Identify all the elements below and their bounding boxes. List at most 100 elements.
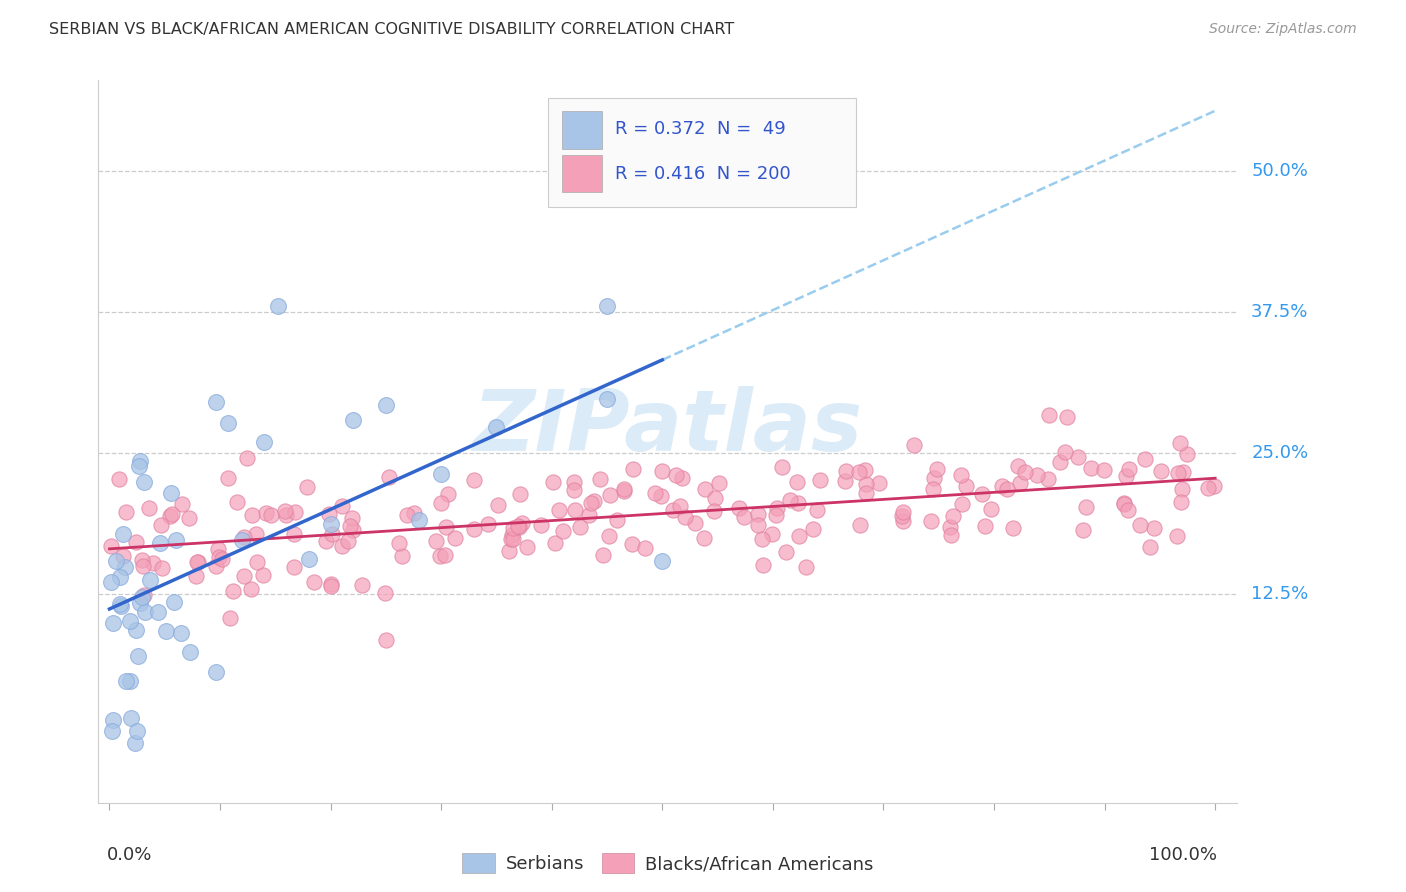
Point xyxy=(644,486,666,500)
Point xyxy=(260,508,283,522)
Point xyxy=(578,508,600,523)
Point xyxy=(995,483,1018,497)
Point xyxy=(1175,447,1198,461)
Point xyxy=(922,471,945,485)
Point xyxy=(139,573,162,587)
Point xyxy=(374,633,396,648)
Point xyxy=(974,519,997,533)
Point xyxy=(125,534,148,549)
Text: 0.0%: 0.0% xyxy=(107,847,153,864)
Text: ZIPatlas: ZIPatlas xyxy=(472,385,863,468)
Point xyxy=(436,487,458,501)
Point xyxy=(132,588,155,602)
Point xyxy=(217,416,239,430)
Point xyxy=(770,460,793,475)
Point xyxy=(267,299,290,313)
Point xyxy=(172,498,194,512)
Point xyxy=(159,508,181,523)
Text: R = 0.416  N = 200: R = 0.416 N = 200 xyxy=(616,165,792,183)
Point xyxy=(297,480,319,494)
Point xyxy=(787,496,810,510)
Point xyxy=(239,582,262,597)
Point xyxy=(108,472,131,486)
Point xyxy=(673,510,696,524)
Point xyxy=(205,559,228,574)
Point xyxy=(1010,475,1032,490)
Point xyxy=(925,462,948,476)
Point xyxy=(138,500,160,515)
Point xyxy=(920,514,942,528)
Point xyxy=(668,499,690,513)
Point xyxy=(129,596,152,610)
Point xyxy=(693,482,716,496)
Point xyxy=(101,615,124,630)
Point xyxy=(342,511,364,525)
Point xyxy=(246,555,269,569)
Point xyxy=(693,531,716,545)
Point xyxy=(921,482,943,496)
Point xyxy=(747,518,769,533)
Point xyxy=(232,569,254,583)
Point xyxy=(1150,464,1173,478)
Point xyxy=(621,462,644,476)
Point xyxy=(853,463,876,477)
Point xyxy=(1092,463,1115,477)
Point xyxy=(1139,541,1161,555)
Point xyxy=(955,479,977,493)
Point xyxy=(1025,467,1047,482)
Point xyxy=(207,542,229,557)
Point xyxy=(1197,481,1219,495)
Point xyxy=(162,507,184,521)
Point xyxy=(132,475,155,489)
Point xyxy=(939,520,962,534)
Point xyxy=(765,508,787,522)
Point xyxy=(114,560,136,574)
Point xyxy=(634,541,657,555)
Point xyxy=(219,611,242,625)
Point xyxy=(775,544,797,558)
Point xyxy=(463,522,485,536)
Point xyxy=(388,535,411,549)
Point xyxy=(254,507,277,521)
Point xyxy=(150,517,173,532)
Point xyxy=(942,508,965,523)
Point xyxy=(408,513,430,527)
Point xyxy=(463,473,485,487)
Point xyxy=(1166,529,1188,543)
Point xyxy=(120,615,142,629)
Bar xyxy=(562,154,602,193)
Point xyxy=(127,649,149,664)
Point xyxy=(134,605,156,619)
Point xyxy=(941,528,963,542)
Point xyxy=(651,464,673,478)
Point xyxy=(302,574,325,589)
Point xyxy=(508,519,530,533)
Point xyxy=(751,532,773,546)
Point xyxy=(516,540,538,554)
Point xyxy=(231,533,253,548)
Point xyxy=(108,597,131,611)
Point xyxy=(111,549,134,564)
Point xyxy=(486,499,509,513)
Point xyxy=(240,508,263,523)
Point xyxy=(374,398,396,412)
Point xyxy=(599,488,621,502)
Point xyxy=(115,505,138,519)
Point xyxy=(1053,445,1076,459)
Point xyxy=(501,528,523,542)
Point xyxy=(132,559,155,574)
Point xyxy=(765,501,787,516)
Point xyxy=(284,505,307,519)
Point xyxy=(128,458,150,473)
Point xyxy=(1036,472,1059,486)
Point xyxy=(972,486,994,500)
Point xyxy=(508,520,530,534)
Point xyxy=(395,508,418,522)
Point xyxy=(530,517,553,532)
Point xyxy=(553,524,575,539)
Point xyxy=(650,489,672,503)
Point xyxy=(208,549,231,564)
Point xyxy=(274,508,297,523)
Point xyxy=(541,475,564,489)
Point xyxy=(217,471,239,485)
